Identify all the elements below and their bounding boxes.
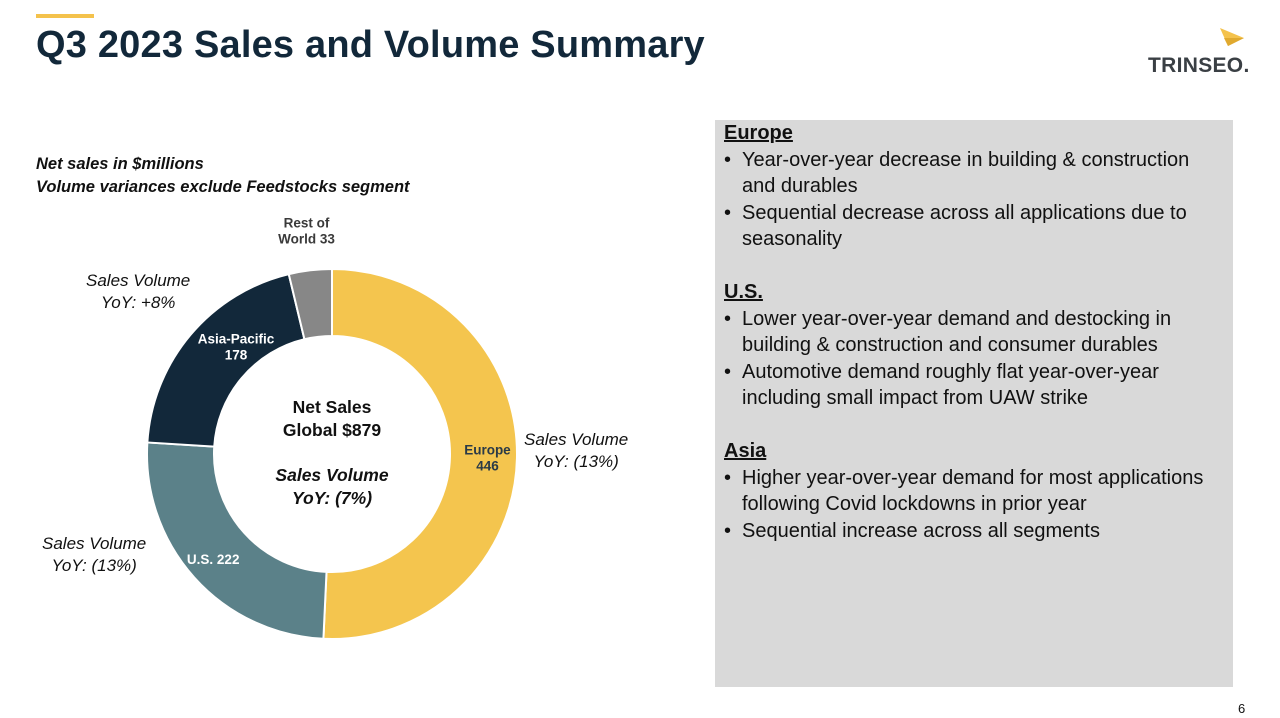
region-heading-asia: Asia — [724, 440, 767, 462]
net-sales-donut-chart: Europe 446 U.S. 222 Asia-Pacific 178 Rest of W… — [146, 216, 519, 640]
trinseo-logo-mark — [1220, 28, 1244, 46]
region-block-asia: Asia Higher year-over-year demand for mo… — [724, 438, 1225, 544]
logo-text: TRINSEO. — [1148, 54, 1250, 77]
donut-slice-europe — [322, 267, 519, 640]
asia-pacific-volume-callout: Sales Volume YoY: +8% — [86, 270, 190, 314]
europe-volume-callout: Sales Volume YoY: (13%) — [524, 429, 628, 473]
callout-line-2: YoY: (13%) — [51, 556, 137, 575]
donut-center-text: Net Sales Global $879 Sales Volume YoY: … — [232, 396, 432, 510]
donut-slice-u-s — [146, 441, 328, 640]
regional-commentary-panel: Europe Year-over-year decrease in buildi… — [715, 120, 1233, 687]
callout-line-1: Sales Volume — [524, 430, 629, 449]
subtitle-line-1: Net sales in $millions — [36, 155, 204, 173]
center-volume-value: YoY: (7%) — [291, 488, 373, 508]
subtitle-line-2: Volume variances exclude Feedstocks segm… — [36, 178, 410, 196]
slice-label-u-s: U.S. 222 — [187, 552, 240, 567]
chart-subtitle: Net sales in $millions Volume variances … — [36, 153, 410, 199]
slice-label-asia-pacific: Asia-Pacific 178 — [198, 332, 275, 363]
bullet-item: Year-over-year decrease in building & co… — [724, 147, 1225, 200]
region-heading-us: U.S. — [724, 281, 763, 303]
callout-line-2: YoY: +8% — [100, 293, 176, 312]
page-number: 6 — [1238, 701, 1246, 716]
region-block-us: U.S. Lower year-over-year demand and des… — [724, 279, 1225, 412]
center-global-value: Global $879 — [282, 420, 382, 440]
center-volume-label: Sales Volume — [275, 465, 389, 485]
bullet-item: Higher year-over-year demand for most ap… — [724, 465, 1225, 518]
trinseo-logo: TRINSEO. — [1148, 26, 1250, 77]
callout-line-2: YoY: (13%) — [533, 452, 619, 471]
bullet-item: Automotive demand roughly flat year-over… — [724, 359, 1225, 412]
us-volume-callout: Sales Volume YoY: (13%) — [42, 533, 146, 577]
slice-label-rest-of-world: Rest of World 33 — [278, 216, 335, 247]
donut-slice-rest-of-world — [287, 267, 333, 341]
title-accent-bar — [36, 14, 94, 18]
center-net-sales-label: Net Sales — [292, 397, 372, 417]
callout-line-1: Sales Volume — [86, 271, 191, 290]
page-title: Q3 2023 Sales and Volume Summary — [36, 24, 705, 66]
bullet-item: Sequential increase across all segments — [724, 518, 1225, 545]
bullet-item: Sequential decrease across all applicati… — [724, 200, 1225, 253]
bullet-item: Lower year-over-year demand and destocki… — [724, 306, 1225, 359]
region-heading-europe: Europe — [724, 122, 793, 144]
slice-label-europe: Europe 446 — [464, 443, 511, 474]
callout-line-1: Sales Volume — [42, 534, 147, 553]
region-block-europe: Europe Year-over-year decrease in buildi… — [724, 120, 1225, 253]
